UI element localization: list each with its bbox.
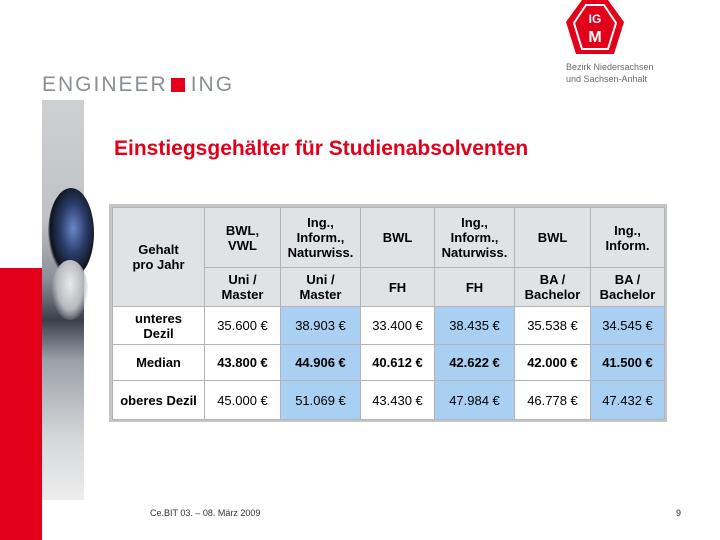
- subheader-line: Bachelor: [599, 287, 656, 302]
- column-subheader-cell: Uni / Master: [280, 267, 361, 307]
- row-label-line: oberes Dezil: [120, 392, 197, 408]
- header-line: Ing.,: [461, 215, 488, 230]
- header-line: Naturwiss.: [441, 245, 508, 260]
- column-subheader-cell: Uni / Master: [204, 267, 281, 307]
- value-cell: 33.400 €: [360, 306, 435, 345]
- footer-text: Ce.BIT 03. – 08. März 2009: [150, 508, 261, 518]
- row-header-cell: Median: [112, 344, 205, 381]
- column-subheader-cell: BA / Bachelor: [514, 267, 591, 307]
- row-label-line: Median: [136, 355, 181, 370]
- column-header-cell: Ing., Inform., Naturwiss.: [280, 207, 361, 268]
- decorative-photo-shine: [52, 260, 88, 320]
- page-number: 9: [676, 508, 682, 518]
- header-line: VWL: [228, 237, 257, 253]
- region-line-1: Bezirk Niedersachsen: [566, 62, 654, 72]
- header-line: Inform.: [605, 237, 650, 253]
- logo-text-right: ING: [190, 73, 235, 96]
- header-line: BWL: [537, 230, 568, 245]
- column-header-cell: Ing., Inform.: [590, 207, 665, 268]
- value-cell: 44.906 €: [280, 344, 361, 381]
- column-subheader-cell: FH: [434, 267, 515, 307]
- engineering-logo: ENGINEER ING: [42, 73, 235, 96]
- region-label: Bezirk Niedersachsen und Sachsen-Anhalt: [566, 61, 716, 85]
- header-line: Inform.,: [450, 230, 499, 245]
- value-cell: 45.000 €: [204, 380, 281, 420]
- value-cell: 35.600 €: [204, 306, 281, 345]
- value-cell: 42.000 €: [514, 344, 591, 381]
- column-header-cell: Ing., Inform., Naturwiss.: [434, 207, 515, 268]
- corner-header-cell: Gehalt pro Jahr: [112, 207, 205, 307]
- value-cell: 41.500 €: [590, 344, 665, 381]
- header-line: BWL: [382, 230, 413, 245]
- subheader-line: Bachelor: [524, 287, 581, 302]
- salary-table-frame: Gehalt pro Jahr BWL, VWL Ing., Inform., …: [109, 204, 667, 422]
- igm-logo-text-main: M: [588, 29, 601, 46]
- subheader-line: Uni /: [306, 272, 335, 287]
- value-cell: 38.903 €: [280, 306, 361, 345]
- header-line: Ing.,: [614, 222, 641, 238]
- column-header-cell: BWL: [360, 207, 435, 268]
- logo-text-left: ENGINEER: [42, 73, 168, 96]
- value-cell: 43.430 €: [360, 380, 435, 420]
- table-row: unteres Dezil 35.600 € 38.903 € 33.400 €…: [112, 306, 665, 345]
- header-line: Naturwiss.: [287, 245, 354, 260]
- header-line: Inform.,: [296, 230, 345, 245]
- red-side-bar: [0, 268, 42, 540]
- table-row: Median 43.800 € 44.906 € 40.612 € 42.622…: [112, 344, 665, 381]
- value-cell: 51.069 €: [280, 380, 361, 420]
- region-line-2: und Sachsen-Anhalt: [566, 74, 648, 84]
- value-cell: 34.545 €: [590, 306, 665, 345]
- igm-logo-text-top: IG: [589, 12, 602, 26]
- ig-metall-logo: IG M: [566, 0, 624, 54]
- subheader-line: BA /: [539, 272, 566, 287]
- value-cell: 35.538 €: [514, 306, 591, 345]
- subheader-line: Uni /: [228, 272, 257, 287]
- column-subheader-cell: BA / Bachelor: [590, 267, 665, 307]
- subheader-line: FH: [388, 279, 407, 295]
- value-cell: 47.432 €: [590, 380, 665, 420]
- value-cell: 47.984 €: [434, 380, 515, 420]
- header-line: Ing.,: [307, 215, 334, 230]
- value-cell: 46.778 €: [514, 380, 591, 420]
- subheader-line: FH: [465, 279, 484, 295]
- subheader-line: Master: [299, 287, 342, 302]
- page-title: Einstiegsgehälter für Studienabsolventen: [114, 137, 529, 160]
- column-header-cell: BWL: [514, 207, 591, 268]
- row-header-cell: oberes Dezil: [112, 380, 205, 420]
- column-header-cell: BWL, VWL: [204, 207, 281, 268]
- logo-red-square: [170, 78, 185, 92]
- value-cell: 38.435 €: [434, 306, 515, 345]
- column-subheader-cell: FH: [360, 267, 435, 307]
- corner-line: pro Jahr: [132, 257, 185, 272]
- subheader-line: Master: [221, 287, 264, 302]
- row-label-line: Dezil: [143, 325, 174, 341]
- table-row: oberes Dezil 45.000 € 51.069 € 43.430 € …: [112, 380, 665, 420]
- salary-table: Gehalt pro Jahr BWL, VWL Ing., Inform., …: [112, 207, 665, 420]
- row-label-line: unteres: [135, 310, 182, 326]
- table-header-row: Gehalt pro Jahr BWL, VWL Ing., Inform., …: [112, 207, 665, 307]
- value-cell: 43.800 €: [204, 344, 281, 381]
- value-cell: 40.612 €: [360, 344, 435, 381]
- corner-line: Gehalt: [138, 242, 179, 257]
- subheader-line: BA /: [614, 272, 641, 287]
- header-line: BWL,: [225, 222, 260, 238]
- row-header-cell: unteres Dezil: [112, 306, 205, 345]
- value-cell: 42.622 €: [434, 344, 515, 381]
